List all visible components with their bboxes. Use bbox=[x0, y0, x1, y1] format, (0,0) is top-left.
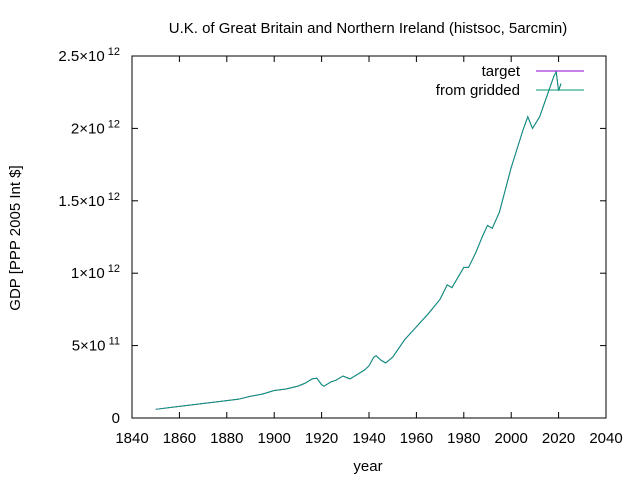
series-lines bbox=[155, 70, 562, 410]
x-tick-label: 1980 bbox=[447, 430, 480, 447]
plot-area-border bbox=[131, 55, 607, 419]
y-tick-mantissa: 0 bbox=[112, 410, 120, 427]
y-tick-mantissa: 1.5×10 bbox=[58, 193, 104, 210]
x-tick-label: 2000 bbox=[495, 430, 528, 447]
x-tick-label: 1920 bbox=[305, 430, 338, 447]
y-tick-label: 1.5×10 12 bbox=[58, 191, 120, 210]
x-tick-label: 1900 bbox=[258, 430, 291, 447]
y-tick-exponent: 12 bbox=[105, 263, 120, 275]
legend: target from gridded bbox=[436, 63, 584, 99]
x-axis-label: year bbox=[353, 458, 382, 475]
series-line-from-gridded bbox=[155, 70, 562, 410]
legend-entry-from-gridded: from gridded bbox=[436, 82, 520, 99]
y-axis-label: GDP [PPP 2005 Int $] bbox=[7, 165, 24, 310]
y-tick-exponent: 12 bbox=[105, 118, 120, 130]
x-tick-label: 1840 bbox=[115, 430, 148, 447]
x-tick-label: 1860 bbox=[163, 430, 196, 447]
y-tick-mantissa: 2.5×10 bbox=[58, 48, 104, 65]
y-tick-exponent: 11 bbox=[106, 336, 120, 348]
x-tick-label: 2040 bbox=[589, 430, 622, 447]
y-tick-label: 5×10 11 bbox=[72, 336, 120, 355]
y-tick-exponent: 12 bbox=[105, 46, 120, 58]
x-tick-label: 1880 bbox=[210, 430, 243, 447]
x-tick-label: 1940 bbox=[352, 430, 385, 447]
y-axis-ticks: 05×10 111×10 121.5×10 122×10 122.5×10 12 bbox=[58, 46, 606, 427]
legend-entry-target: target bbox=[482, 63, 521, 80]
y-tick-label: 0 bbox=[112, 410, 120, 427]
y-tick-mantissa: 2×10 bbox=[71, 120, 105, 137]
y-tick-label: 2.5×10 12 bbox=[58, 46, 120, 65]
y-tick-label: 2×10 12 bbox=[71, 118, 120, 137]
y-tick-mantissa: 5×10 bbox=[72, 338, 106, 355]
y-tick-exponent: 12 bbox=[105, 191, 120, 203]
y-tick-mantissa: 1×10 bbox=[71, 265, 105, 282]
x-axis-ticks: 1840 1860 1880 1900 1920 1940 1960 1980 2000 2020… bbox=[115, 56, 623, 447]
y-tick-label: 1×10 12 bbox=[71, 263, 120, 282]
x-tick-label: 1960 bbox=[400, 430, 433, 447]
series-line-target bbox=[155, 70, 562, 410]
x-tick-label: 2020 bbox=[542, 430, 575, 447]
chart-title: U.K. of Great Britain and Northern Irela… bbox=[169, 20, 568, 37]
